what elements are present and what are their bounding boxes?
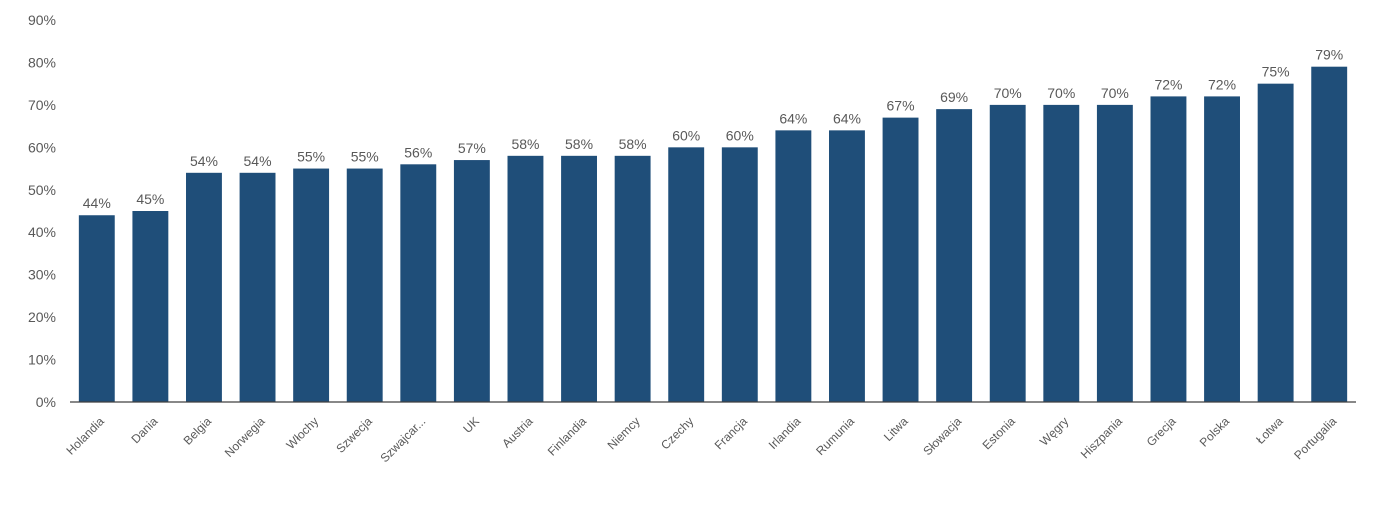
bar: [882, 117, 919, 402]
y-axis-ticks: 0% 10% 20% 30% 40% 50% 60% 70% 80% 90%: [28, 12, 56, 410]
category-label: Słowacja: [920, 414, 964, 458]
category-label: Holandia: [64, 414, 108, 458]
data-label: 70%: [994, 85, 1022, 101]
category-label: Grecja: [1144, 414, 1179, 449]
bar: [829, 130, 865, 402]
data-label: 64%: [833, 110, 861, 126]
data-label: 70%: [1101, 85, 1129, 101]
bar: [1311, 66, 1348, 402]
category-label: Dania: [128, 414, 160, 446]
category-label: Hiszpania: [1078, 414, 1125, 461]
data-label: 70%: [1047, 85, 1075, 101]
data-label: 60%: [726, 127, 754, 143]
data-label: 75%: [1262, 64, 1290, 80]
data-label: 58%: [619, 136, 647, 152]
category-label: Szwecja: [333, 414, 375, 456]
y-tick-label: 30%: [28, 267, 56, 283]
data-label: 45%: [136, 191, 164, 207]
bars: [78, 66, 1348, 403]
category-label: Estonia: [980, 414, 1018, 452]
category-label: Węgry: [1037, 414, 1071, 448]
category-label: Łotwa: [1253, 414, 1286, 447]
y-tick-label: 50%: [28, 182, 56, 198]
y-tick-label: 90%: [28, 12, 56, 28]
category-labels: Holandia Dania Belgia Norwegia Włochy Szwecja…: [64, 414, 1340, 465]
data-label: 56%: [404, 144, 432, 160]
data-label: 60%: [672, 127, 700, 143]
bar: [453, 160, 490, 402]
bar: [989, 104, 1026, 402]
data-label: 64%: [779, 110, 807, 126]
category-label: Irlandia: [766, 414, 804, 452]
category-label: Czechy: [658, 414, 696, 452]
bar: [132, 211, 169, 402]
bar: [507, 155, 544, 402]
bar: [293, 168, 330, 402]
data-label: 54%: [190, 153, 218, 169]
data-label: 57%: [458, 140, 486, 156]
category-label: UK: [460, 414, 482, 436]
bar: [614, 155, 651, 402]
category-label: Szwajcar...: [377, 414, 428, 465]
category-label: Polska: [1197, 414, 1233, 450]
y-tick-label: 0%: [36, 394, 56, 410]
category-label: Francja: [712, 414, 750, 452]
y-tick-label: 70%: [28, 97, 56, 113]
category-label: Włochy: [284, 414, 322, 452]
bar: [668, 147, 705, 402]
bar: [1043, 104, 1080, 402]
bar: [346, 168, 383, 402]
bar: [1257, 83, 1294, 403]
bar: [936, 109, 973, 402]
bar: [1096, 104, 1133, 402]
category-label: Litwa: [881, 414, 911, 444]
y-tick-label: 10%: [28, 352, 56, 368]
bar: [186, 172, 222, 402]
category-label: Finlandia: [545, 414, 590, 459]
data-label: 69%: [940, 89, 968, 105]
bar: [78, 215, 115, 402]
bar: [721, 147, 758, 402]
bar: [400, 164, 437, 402]
y-tick-label: 80%: [28, 54, 56, 70]
category-label: Norwegia: [222, 414, 268, 460]
data-label: 58%: [511, 136, 539, 152]
y-tick-label: 40%: [28, 224, 56, 240]
category-label: Belgia: [181, 414, 215, 448]
category-label: Niemcy: [605, 414, 643, 452]
category-label: Portugalia: [1291, 414, 1339, 462]
category-label: Austria: [499, 414, 536, 451]
data-labels: 44% 45% 54% 54% 55% 55% 56% 57% 58% 58% 58% 60% 60% 6…: [83, 47, 1343, 212]
data-label: 67%: [887, 98, 915, 114]
bar: [1204, 96, 1240, 403]
bar: [1150, 96, 1187, 403]
y-tick-label: 60%: [28, 139, 56, 155]
data-label: 55%: [351, 149, 379, 165]
category-label: Rumunia: [813, 414, 857, 458]
data-label: 79%: [1315, 47, 1343, 63]
y-tick-label: 20%: [28, 309, 56, 325]
data-label: 58%: [565, 136, 593, 152]
bar: [561, 155, 597, 402]
data-label: 55%: [297, 149, 325, 165]
data-label: 54%: [244, 153, 272, 169]
data-label: 72%: [1154, 76, 1182, 92]
data-label: 44%: [83, 195, 111, 211]
data-label: 72%: [1208, 76, 1236, 92]
bar: [775, 130, 812, 402]
bar: [239, 172, 276, 402]
